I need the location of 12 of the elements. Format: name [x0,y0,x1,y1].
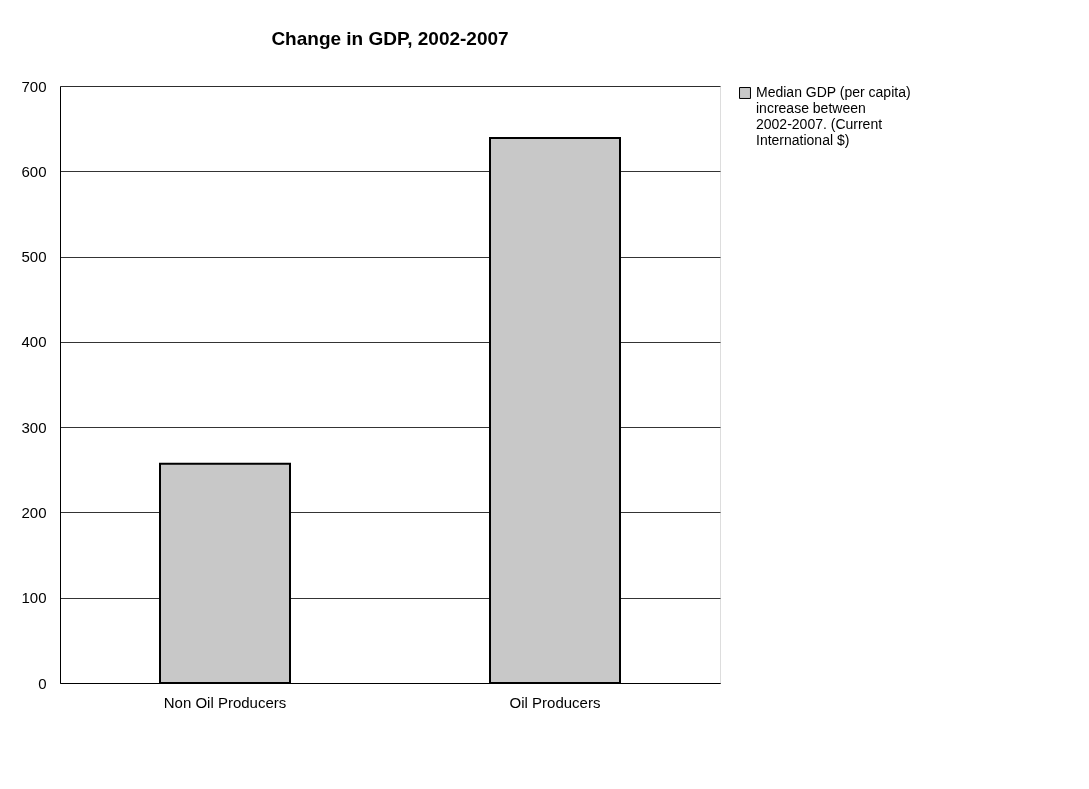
x-tick-label: Non Oil Producers [163,693,287,711]
chart-title: Change in GDP, 2002-2007 [271,28,509,49]
y-tick-label: 200 [21,503,47,521]
y-tick-label: 300 [21,418,47,436]
legend-label: Median GDP (per capita) increase between 2002-2007. (Current International $) [756,84,911,148]
y-tick-label: 400 [21,333,47,351]
x-tick-label: Oil Producers [509,693,601,711]
y-tick-label: 500 [21,248,47,266]
y-tick-label: 600 [21,162,47,180]
y-tick-label: 0 [38,674,47,692]
y-tick-label: 700 [21,77,47,95]
y-tick-label: 100 [21,589,47,607]
